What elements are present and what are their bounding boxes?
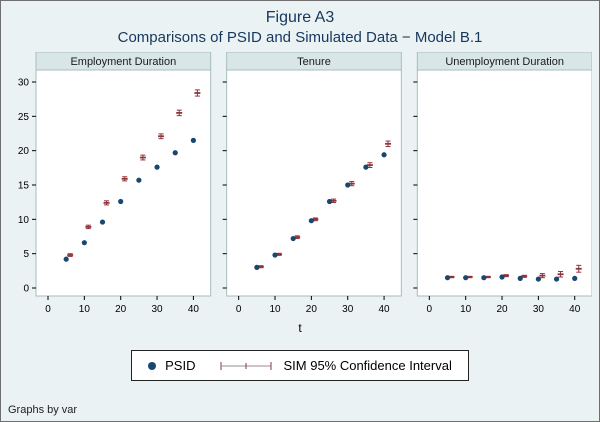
svg-text:30: 30 <box>342 304 354 315</box>
svg-text:0: 0 <box>236 304 242 315</box>
svg-text:0: 0 <box>23 284 29 295</box>
svg-text:15: 15 <box>18 181 30 192</box>
svg-text:20: 20 <box>306 304 318 315</box>
legend-sim-label: SIM 95% Confidence Interval <box>283 358 452 373</box>
chart-subtitle: Comparisons of PSID and Simulated Data −… <box>117 29 483 46</box>
svg-text:40: 40 <box>569 304 581 315</box>
svg-text:10: 10 <box>18 215 30 226</box>
svg-text:20: 20 <box>115 304 127 315</box>
svg-text:10: 10 <box>460 304 472 315</box>
svg-text:30: 30 <box>151 304 163 315</box>
svg-text:Unemployment Duration: Unemployment Duration <box>445 56 564 68</box>
chart-title: Figure A3 <box>265 9 335 26</box>
svg-text:20: 20 <box>496 304 508 315</box>
svg-text:10: 10 <box>269 304 281 315</box>
svg-text:Tenure: Tenure <box>297 56 331 68</box>
svg-text:30: 30 <box>533 304 545 315</box>
svg-text:10: 10 <box>79 304 91 315</box>
chart-canvas: Employment Duration 0 10 20 30 40 0 5 10 15 20 25 30… <box>18 52 592 335</box>
svg-text:t: t <box>298 321 302 335</box>
svg-text:Employment Duration: Employment Duration <box>70 56 176 68</box>
svg-text:40: 40 <box>379 304 391 315</box>
svg-text:30: 30 <box>18 78 30 89</box>
psid-dot-icon <box>148 361 157 370</box>
svg-text:0: 0 <box>427 304 433 315</box>
ci-errorbar-icon <box>220 361 272 370</box>
legend-row: PSID SIM 95% Confidence Interval <box>1 350 599 381</box>
svg-text:20: 20 <box>18 146 30 157</box>
svg-text:0: 0 <box>45 304 51 315</box>
legend-psid-label: PSID <box>165 358 196 373</box>
svg-text:25: 25 <box>18 112 30 123</box>
legend: PSID SIM 95% Confidence Interval <box>131 350 469 381</box>
footer-note: Graphs by var <box>8 404 78 416</box>
svg-text:40: 40 <box>188 304 200 315</box>
svg-text:5: 5 <box>23 249 29 260</box>
